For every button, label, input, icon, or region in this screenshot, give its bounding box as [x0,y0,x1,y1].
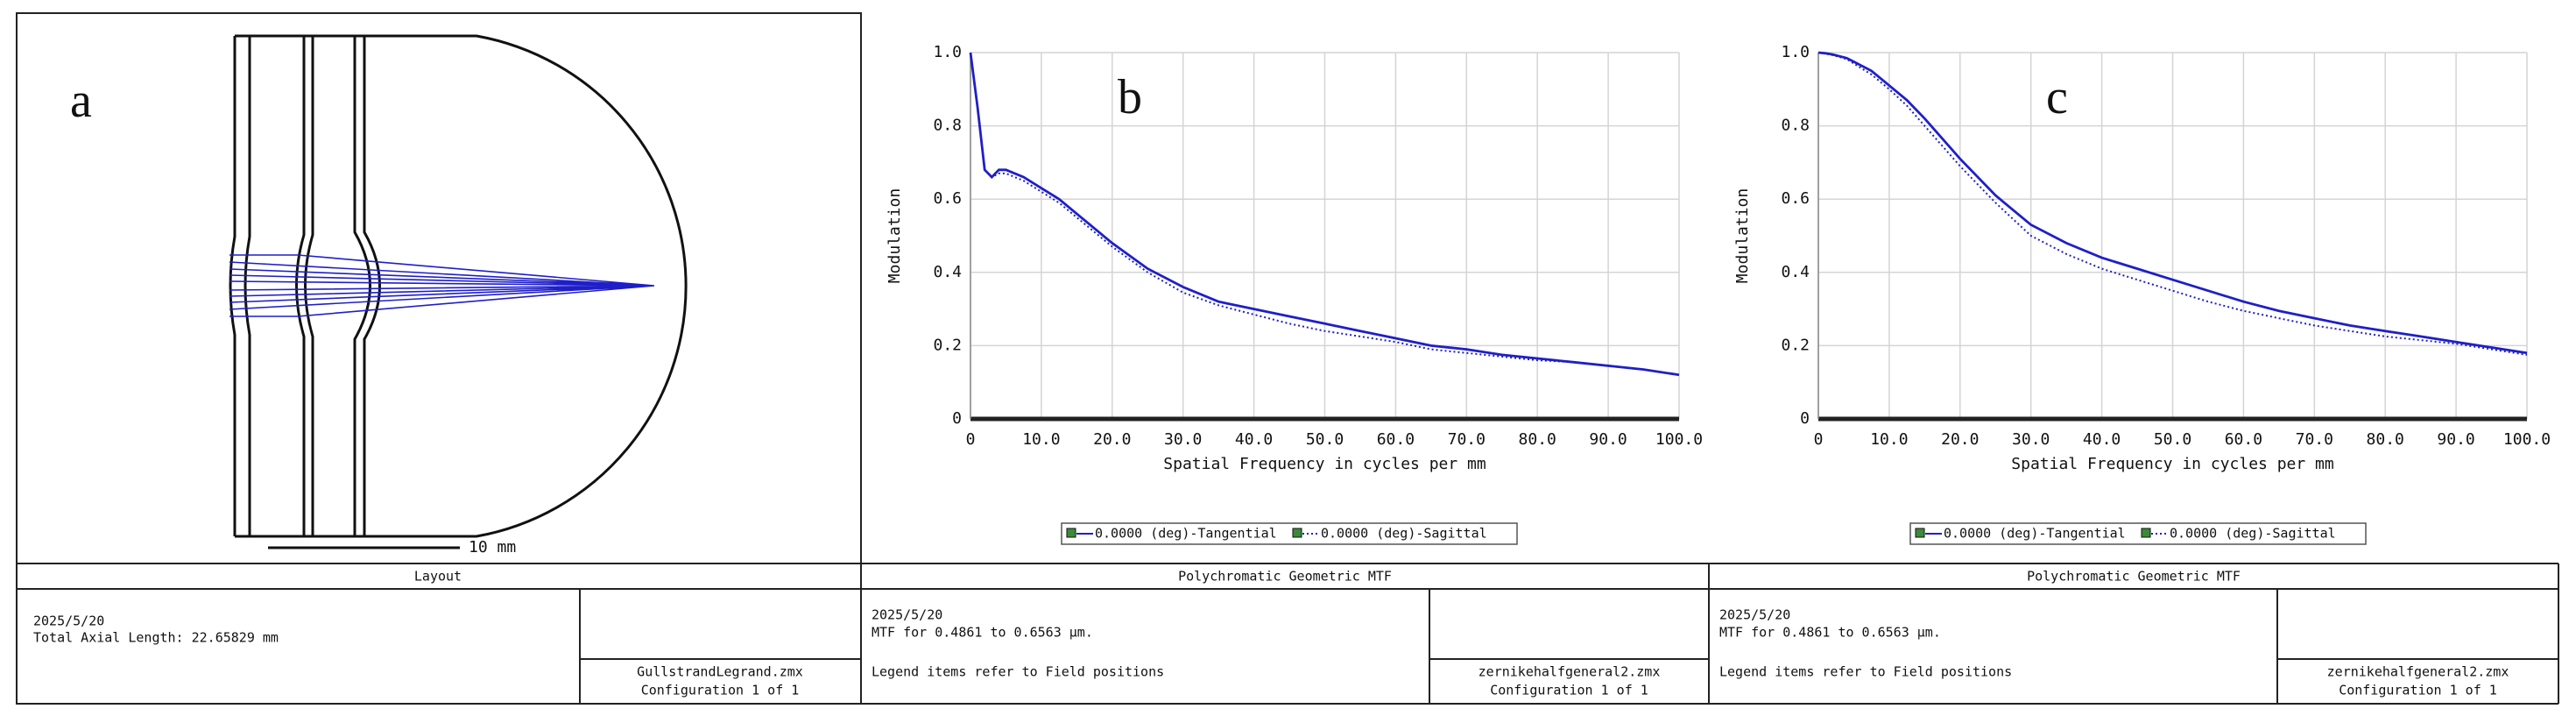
footer-config: Configuration 1 of 1 [1490,683,1648,698]
footer-date: 2025/5/20 [1719,607,1790,623]
x-tick-label: 60.0 [2225,430,2262,449]
footer-text: MTF for 0.4861 to 0.6563 µm. [872,625,1093,641]
y-tick-label: 0.8 [1781,117,1810,135]
footer-file: GullstrandLegrand.zmx [637,664,803,680]
x-tick-label: 90.0 [2437,430,2474,449]
legend-label: 0.0000 (deg)-Tangential [1944,526,2126,542]
footer-file: zernikehalfgeneral2.zmx [1479,664,1661,680]
x-axis-label: Spatial Frequency in cycles per mm [2011,455,2333,473]
footer-text: Legend items refer to Field positions [872,664,1164,680]
x-tick-label: 50.0 [2154,430,2191,449]
footer-config: Configuration 1 of 1 [641,683,800,698]
legend-box [1061,522,1518,545]
footer-text: MTF for 0.4861 to 0.6563 µm. [1719,625,1941,641]
y-tick-label: 0 [1800,409,1810,428]
series-line [1817,51,2528,355]
footer-text: Legend items refer to Field positions [1719,664,2012,680]
x-tick-label: 90.0 [1589,430,1627,449]
y-tick-label: 0.6 [1781,189,1810,208]
footer-text: Total Axial Length: 22.65829 mm [33,630,279,646]
series-line [969,52,1680,377]
x-tick-label: 100.0 [2503,430,2551,449]
y-tick-label: 0.8 [933,117,962,135]
surface [229,36,236,536]
legend-marker [2141,528,2151,538]
x-tick-label: 50.0 [1306,430,1344,449]
footer-title: Layout [414,569,462,585]
y-tick-label: 0.6 [933,189,962,208]
footer-config: Configuration 1 of 1 [2339,683,2497,698]
x-tick-label: 10.0 [1870,430,1908,449]
x-tick-label: 70.0 [1448,430,1486,449]
legend-marker [1066,528,1076,538]
footer-title: Polychromatic Geometric MTF [1178,569,1392,585]
y-axis-label: Modulation [1733,188,1752,283]
footer-date: 2025/5/20 [872,607,942,623]
y-tick-label: 0 [952,409,962,428]
footer-date: 2025/5/20 [33,613,104,629]
y-tick-label: 0.2 [1781,336,1810,354]
x-tick-label: 10.0 [1022,430,1060,449]
footer-title: Polychromatic Geometric MTF [2027,569,2241,585]
footer-file: zernikehalfgeneral2.zmx [2327,664,2509,680]
x-tick-label: 70.0 [2296,430,2333,449]
panel-label: a [70,74,92,128]
x-tick-label: 80.0 [1519,430,1556,449]
surface [363,36,381,536]
panel-label: b [1118,70,1142,124]
x-tick-label: 60.0 [1377,430,1415,449]
legend-label: 0.0000 (deg)-Sagittal [2170,526,2336,542]
y-tick-label: 1.0 [933,43,962,61]
series-line [970,52,1680,376]
legend-box [1909,522,2367,545]
x-axis-label: Spatial Frequency in cycles per mm [1163,455,1486,473]
y-axis-label: Modulation [886,188,904,283]
surface [295,36,306,536]
panel-label: c [2046,70,2068,124]
surface [243,36,251,536]
ray-bundle [229,254,655,317]
x-tick-label: 80.0 [2367,430,2404,449]
x-tick-label: 30.0 [2012,430,2050,449]
x-tick-label: 100.0 [1655,430,1703,449]
x-tick-label: 40.0 [1235,430,1273,449]
y-tick-label: 1.0 [1781,43,1810,61]
surface [353,36,371,536]
surface [304,36,314,536]
y-tick-label: 0.4 [1781,263,1810,281]
legend-marker [1292,528,1302,538]
legend-marker [1915,528,1925,538]
lens-drawing: 10 mm [229,34,688,556]
rays [229,254,655,317]
series-line [1817,52,2528,356]
scale-label: 10 mm [469,538,516,556]
x-tick-label: 20.0 [1941,430,1979,449]
y-tick-label: 0.2 [933,336,962,354]
eye-outline [235,34,688,538]
legend-label: 0.0000 (deg)-Sagittal [1321,526,1487,542]
x-tick-label: 20.0 [1093,430,1131,449]
y-tick-label: 0.4 [933,263,962,281]
x-tick-label: 0 [966,430,976,449]
layout-frame [16,12,862,705]
x-tick-label: 30.0 [1164,430,1202,449]
x-tick-label: 0 [1814,430,1824,449]
legend-label: 0.0000 (deg)-Tangential [1095,526,1277,542]
x-tick-label: 40.0 [2083,430,2121,449]
